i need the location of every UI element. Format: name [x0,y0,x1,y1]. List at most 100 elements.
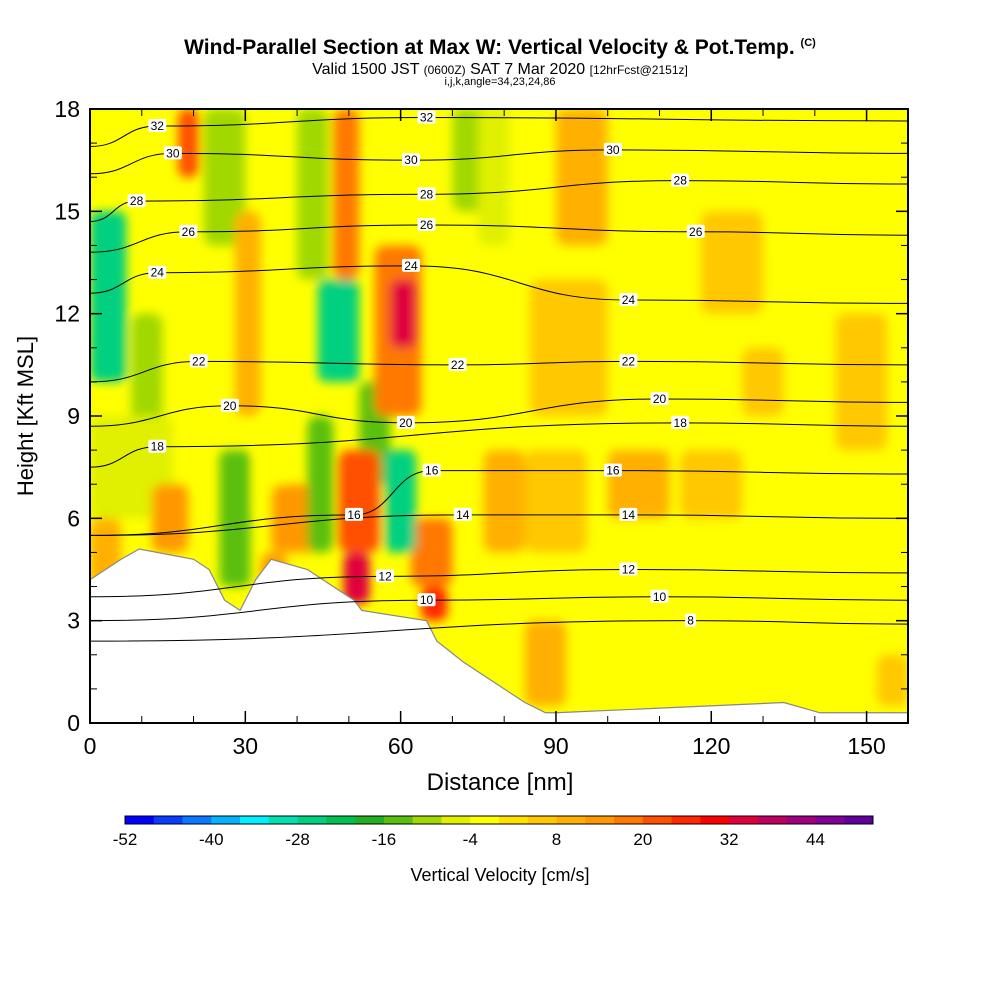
velocity-texture-patch [307,416,334,553]
x-tick-label: 60 [388,733,414,759]
x-tick-label: 30 [233,733,259,759]
velocity-texture-patch [333,109,360,280]
colorbar-swatch [642,816,673,824]
contour-label-text: 8 [687,614,694,628]
velocity-texture-patch [131,313,163,451]
contour-label-text: 24 [622,293,636,307]
contour-label-bg [671,415,690,429]
contour-label-text: 18 [151,440,165,454]
contour-label-text: 24 [404,259,418,273]
contour-label-text: 10 [420,593,434,607]
velocity-texture-patch [768,637,789,706]
contour-label-text: 22 [192,354,206,368]
downdraft-region [90,211,127,382]
contour-label-text: 28 [420,187,434,201]
velocity-texture-patch [338,450,380,553]
colorbar-frame [124,815,874,825]
updraft-region [343,552,370,604]
valid-zulu: (0600Z) [423,63,466,77]
colorbar-swatch [412,816,442,824]
forecast-info: [12hrFcst@2151z] [589,63,688,77]
contour-label-text: 30 [404,153,418,167]
velocity-texture-patch [680,450,743,519]
theta-contour-label: 26 [686,224,705,239]
contour-label-text: 18 [674,416,688,430]
contour-label-bg [603,142,622,156]
contour-label-bg [148,439,167,453]
theta-contour-line [90,620,908,642]
velocity-texture-patch [234,211,261,416]
contour-label-text: 28 [674,174,688,188]
velocity-texture-patch [607,450,670,519]
downdraft-region [317,279,360,382]
colorbar: -52 -40 -28 -16 -4 8 20 32 44 [113,815,874,849]
valid-date: SAT 7 Mar 2020 [470,61,586,78]
contour-label-text: 14 [622,508,636,522]
y-axis-label: Height [Kft MSL] [13,336,38,496]
contour-label-bg [671,173,690,187]
theta-contour-label: 32 [417,110,436,125]
colorbar-tick-label: 20 [633,830,652,849]
contour-label-text: 30 [166,146,180,160]
velocity-texture-patch [742,347,784,416]
y-tick-label: 9 [67,403,80,429]
theta-contour-label: 20 [396,415,415,430]
grid-indices: i,j,k,angle=34,23,24,86 [444,76,556,88]
contour-label-bg [189,354,208,368]
contour-label-text: 28 [130,194,144,208]
contour-label-text: 24 [151,266,165,280]
theta-contour-label: 24 [619,293,638,307]
theta-contour-label: 12 [619,562,638,577]
theta-contour-label: 12 [376,569,395,583]
contour-label-text: 32 [151,119,165,133]
velocity-texture-patch [271,484,318,553]
colorbar-swatch [527,816,558,824]
x-tick-label: 150 [847,733,885,759]
contour-label-bg [220,398,239,412]
colorbar-tick-label: 32 [720,830,739,849]
theta-contour-label: 8 [685,613,697,628]
colorbar-swatch [614,816,644,824]
velocity-texture-patch [876,654,908,706]
y-tick-label: 18 [54,96,80,122]
theta-contour-label: 20 [220,398,239,413]
contour-label-bg [396,415,415,429]
theta-contour-line [90,596,908,622]
theta-contour-label: 10 [650,589,669,604]
contour-label-bg [163,146,182,160]
contour-label-bg [650,589,669,603]
colorbar-tick-label: 44 [806,830,825,849]
theta-contour-line [90,117,908,148]
x-tick-label: 90 [543,733,569,759]
theta-contour-label: 26 [417,217,436,232]
theta-contour-label: 30 [603,142,622,157]
contour-label-bg [619,293,638,307]
x-axis-label: Distance [nm] [427,769,574,796]
contour-label-bg [422,463,441,477]
contour-label-text: 20 [223,399,237,413]
velocity-texture-patch [524,450,588,553]
contour-label-bg [619,507,638,521]
y-tick-label: 6 [67,505,80,531]
downdraft-region [478,109,510,246]
downdraft-region [385,450,417,553]
colorbar-swatch [326,816,356,824]
y-tick-label: 0 [67,710,80,736]
theta-contour-line [90,514,908,536]
copyright-mark: (C) [800,37,816,49]
contour-label-bg [345,507,364,521]
contour-label-bg [685,613,697,627]
contour-label-bg [417,110,436,124]
contour-label-bg [686,224,705,238]
contour-label-text: 16 [606,464,620,478]
contour-label-bg [417,593,436,607]
colorbar-swatch [700,816,730,824]
colorbar-swatch [671,816,701,824]
velocity-texture-patch [410,518,453,587]
velocity-texture-patch [524,620,567,706]
terrain-mask [90,549,908,723]
colorbar-swatch [182,816,212,824]
theta-contour-label: 28 [417,187,436,201]
colorbar-swatch [441,816,471,824]
contour-label-text: 22 [622,354,636,368]
